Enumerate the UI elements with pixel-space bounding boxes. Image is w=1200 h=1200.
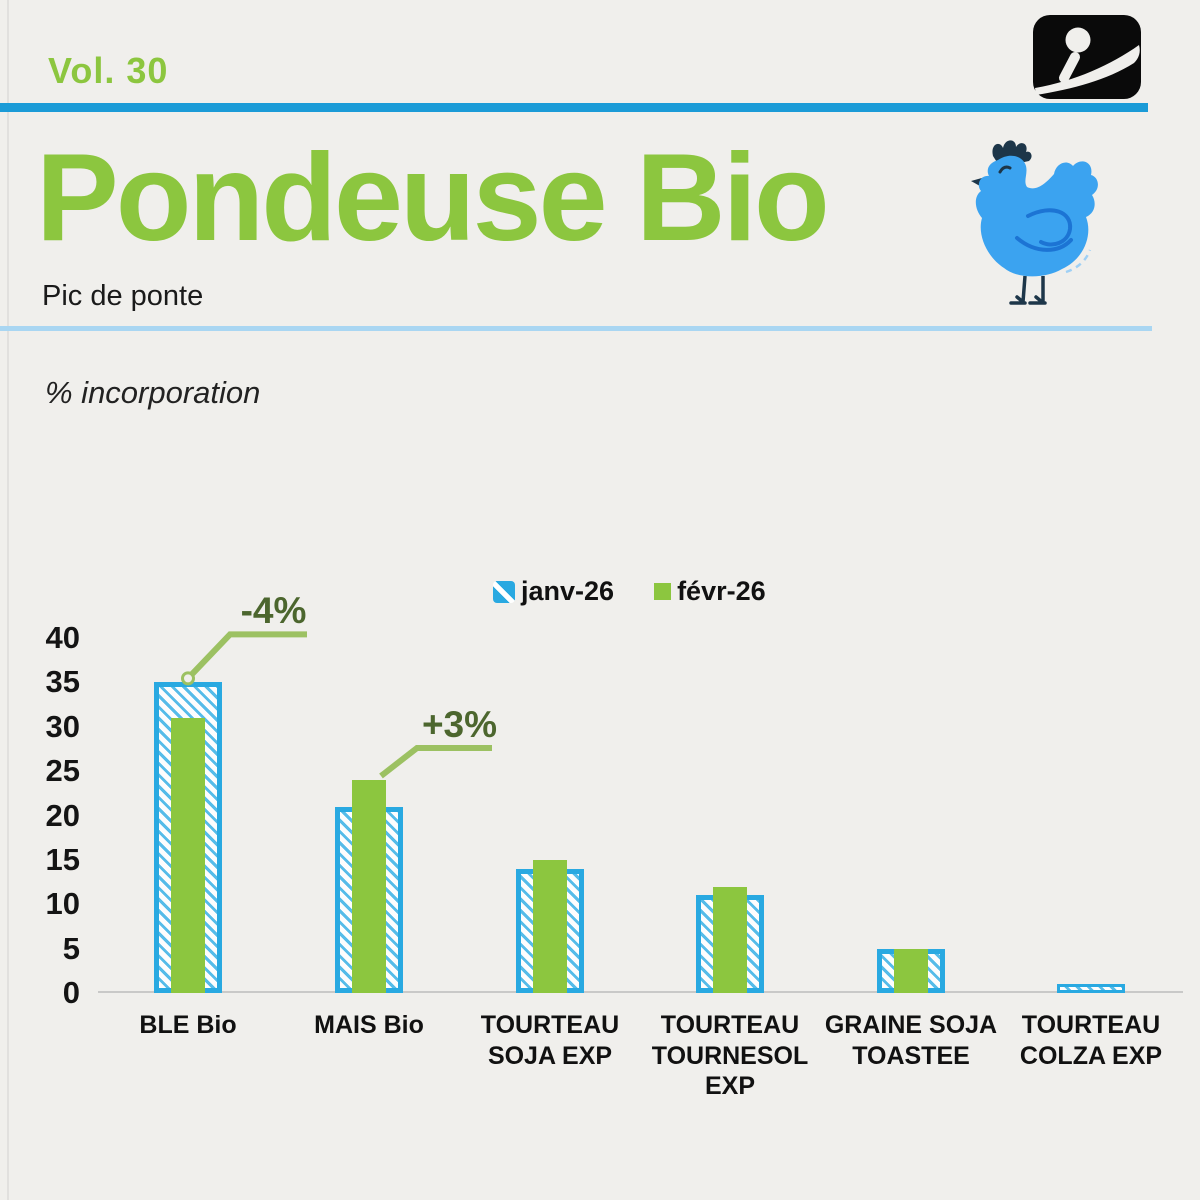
y-tick-20: 20 xyxy=(45,797,80,833)
brand-logo-icon xyxy=(1033,15,1141,99)
y-tick-30: 30 xyxy=(45,708,80,744)
x-label-tourteau-colza-exp: TOURTEAU COLZA EXP xyxy=(1019,1011,1163,1070)
y-tick-40: 40 xyxy=(45,620,80,655)
x-axis-line xyxy=(98,991,1183,993)
annotation-decrease-label: -4% xyxy=(240,590,307,632)
y-tick-5: 5 xyxy=(62,930,80,966)
paper-edge-line xyxy=(7,0,9,1200)
bar-fevr26-mais-bio xyxy=(352,780,386,993)
bar-fevr26-ble-bio xyxy=(171,717,205,993)
y-tick-10: 10 xyxy=(45,886,80,922)
x-label-tourteau-soja-exp: TOURTEAU SOJA EXP xyxy=(480,1011,620,1070)
annotation-increase-label: +3% xyxy=(421,704,498,745)
y-tick-35: 35 xyxy=(45,664,80,700)
legend-swatch-janv26-icon xyxy=(493,580,515,603)
y-tick-25: 25 xyxy=(45,753,80,789)
legend-label-fevr26: févr-26 xyxy=(677,576,766,606)
legend-swatch-fevr26-icon xyxy=(654,583,672,600)
bar-janv26-tourteau-colza-exp xyxy=(1057,984,1125,993)
bar-fevr26-tourteau-soja-exp xyxy=(533,859,567,993)
y-tick-0: 0 xyxy=(62,975,80,1010)
legend-item-fevr26: févr-26 xyxy=(654,576,766,607)
y-axis-unit-label: % incorporation xyxy=(45,375,261,410)
bar-fevr26-graine-soja-toastee xyxy=(894,948,928,993)
header-divider xyxy=(0,103,1148,112)
x-label-graine-soja-toastee: GRAINE SOJA TOASTEE xyxy=(824,1011,998,1070)
legend-label-janv26: janv-26 xyxy=(521,576,615,606)
page-subtitle: Pic de ponte xyxy=(42,280,204,312)
y-tick-15: 15 xyxy=(45,841,80,877)
legend-item-janv26: janv-26 xyxy=(493,576,614,607)
page-title: Pondeuse Bio xyxy=(36,129,830,267)
x-label-ble-bio: BLE Bio xyxy=(139,1011,237,1039)
x-label-mais-bio: MAIS Bio xyxy=(314,1011,424,1039)
volume-label: Vol. 30 xyxy=(48,50,169,91)
bar-fevr26-tourteau-tournesol-exp xyxy=(713,886,747,993)
x-label-tourteau-tournesol-exp: TOURTEAU TOURNESOL EXP xyxy=(651,1011,809,1100)
chart-legend: janv-26 févr-26 xyxy=(493,576,766,607)
section-divider xyxy=(0,326,1152,331)
chicken-illustration-icon xyxy=(971,140,1098,305)
